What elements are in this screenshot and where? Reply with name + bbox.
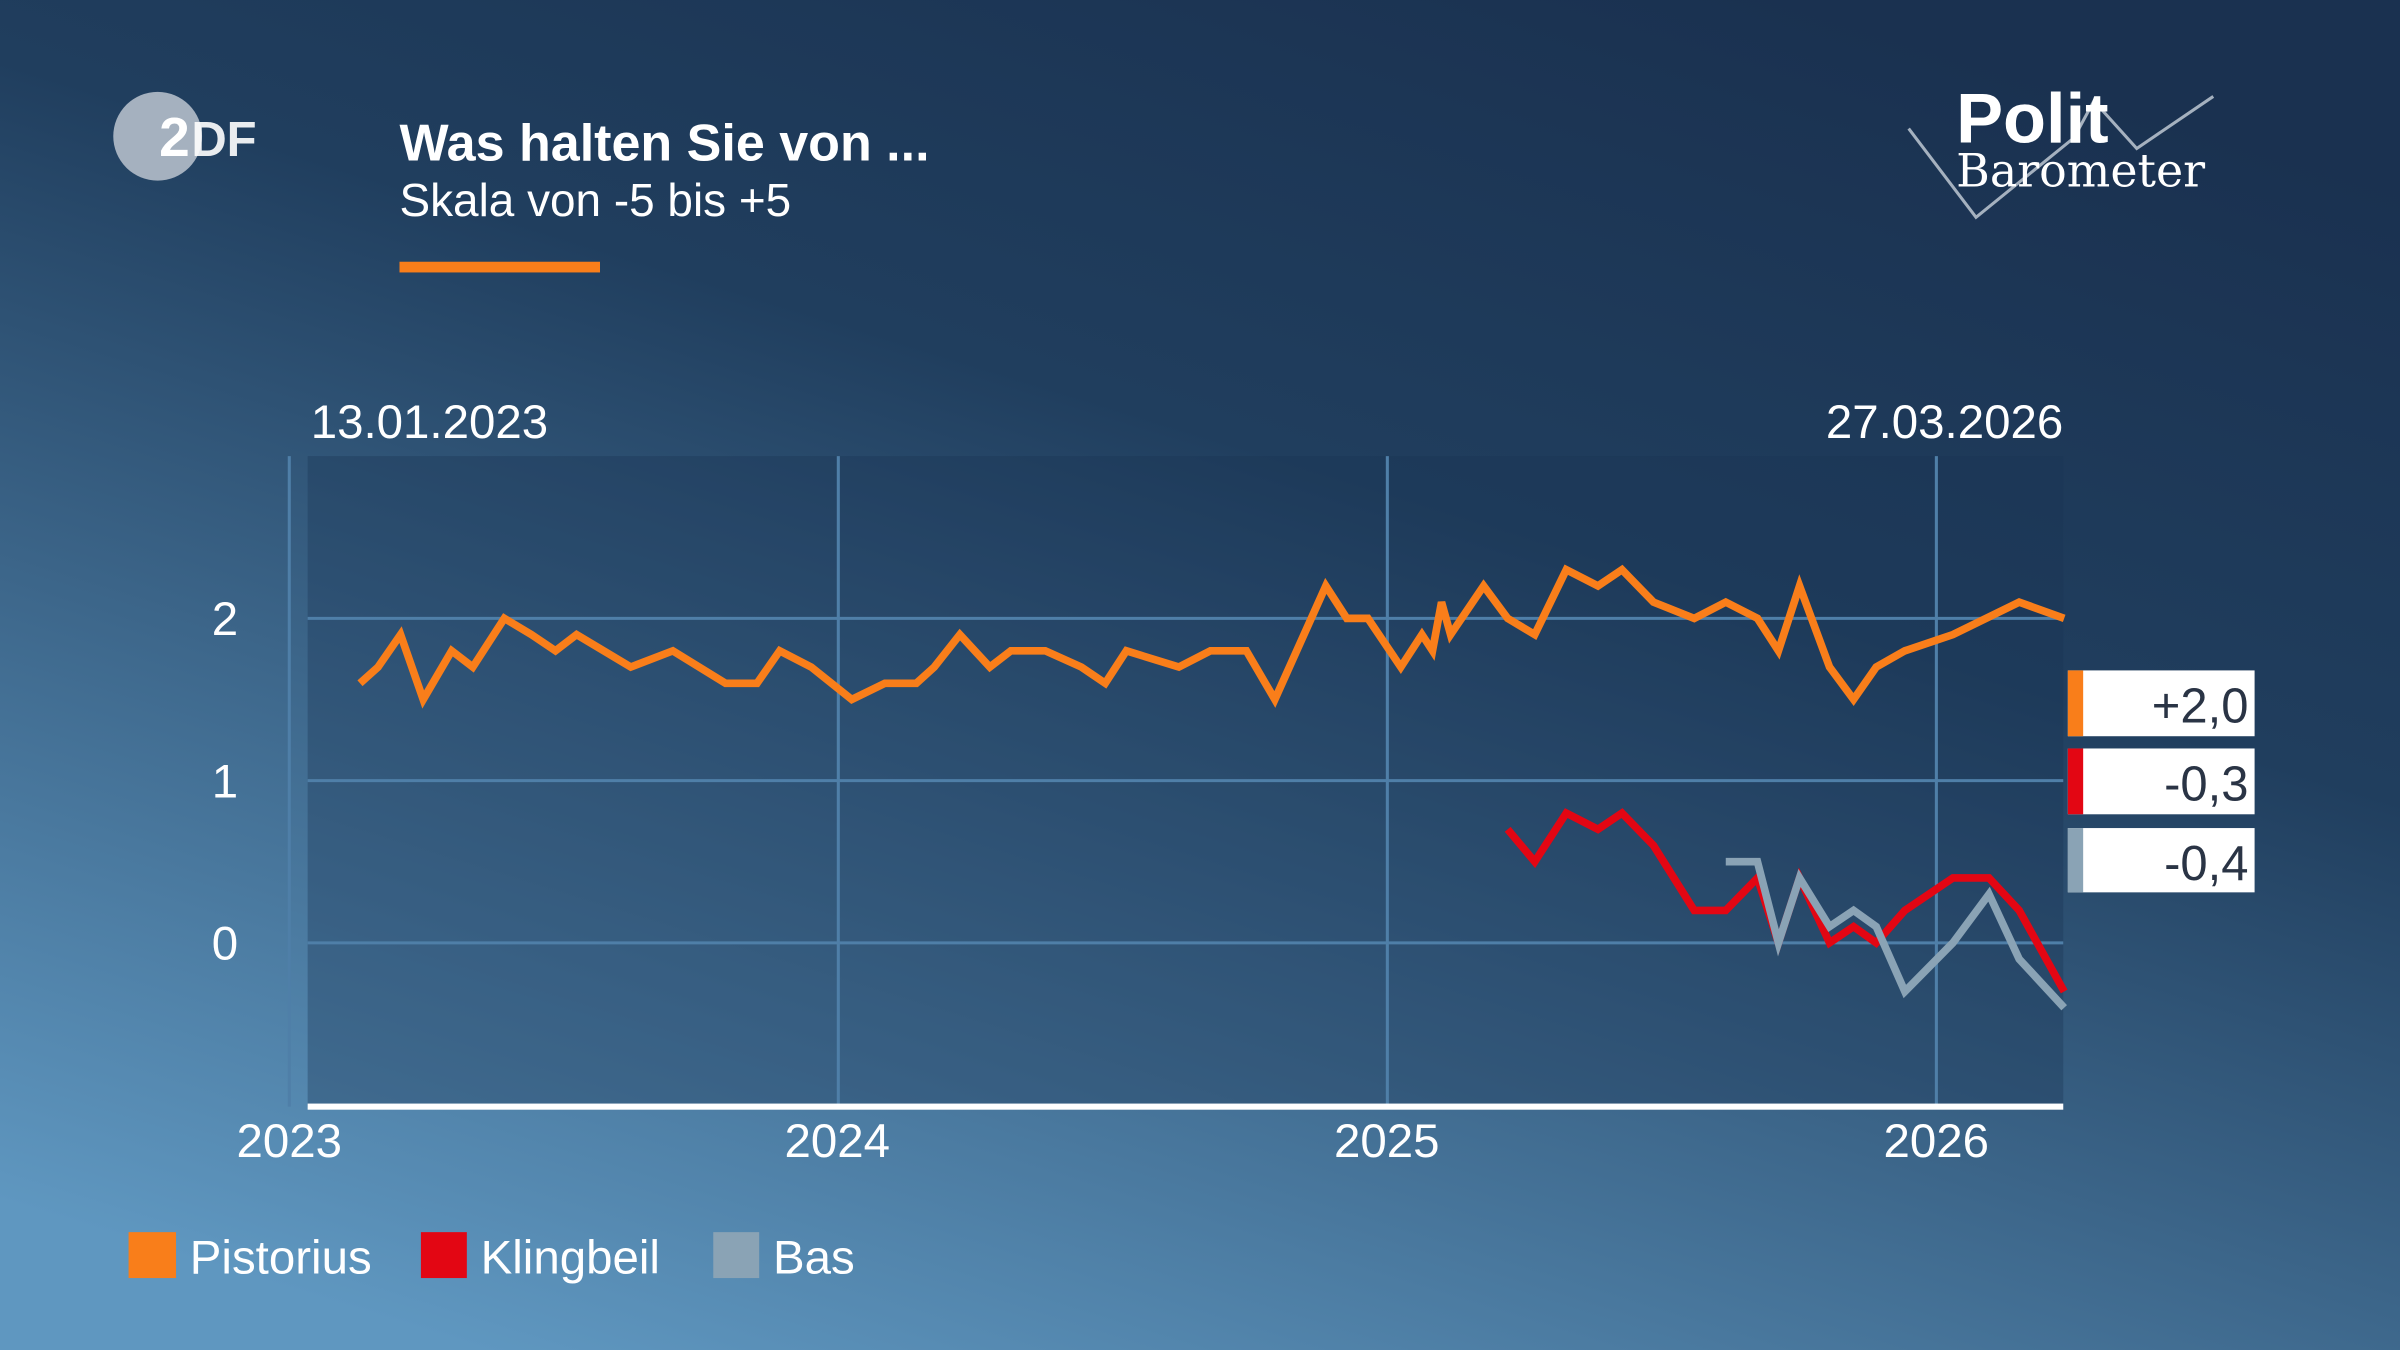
svg-text:DF: DF	[191, 113, 256, 167]
latest-value-pistorius: +2,0	[2067, 670, 2255, 737]
legend: Pistorius Klingbeil Bas	[128, 1231, 855, 1284]
series-color-stripe	[2067, 748, 2084, 815]
y-tick-labels: 2 1 0	[212, 593, 238, 970]
svg-text:2: 2	[159, 106, 190, 168]
legend-swatch-klingbeil	[420, 1232, 467, 1279]
latest-value-text: -0,4	[2164, 837, 2248, 891]
series-color-stripe	[2067, 670, 2084, 737]
grid	[287, 456, 2064, 1107]
latest-value-text: -0,3	[2164, 758, 2248, 812]
latest-value-bas: -0,4	[2067, 828, 2255, 893]
latest-value-klingbeil: -0,3	[2067, 748, 2255, 815]
x-tick-label: 2026	[1883, 1115, 1989, 1168]
x-tick-label: 2024	[784, 1115, 890, 1168]
legend-label: Bas	[773, 1231, 855, 1284]
y-tick-label: 2	[212, 593, 238, 646]
series-color-stripe	[2067, 828, 2084, 893]
legend-label: Klingbeil	[481, 1231, 660, 1284]
end-date-label: 27.03.2026	[1826, 396, 2063, 449]
latest-value-text: +2,0	[2152, 679, 2249, 733]
chart-subtitle: Skala von -5 bis +5	[399, 174, 791, 226]
x-axis-baseline	[307, 1103, 2064, 1110]
title-accent-bar	[399, 261, 600, 273]
latest-value-boxes: +2,0 -0,3 -0,4	[2067, 670, 2255, 893]
legend-label: Pistorius	[190, 1231, 372, 1284]
y-tick-label: 1	[212, 755, 238, 808]
series-line-bas	[1725, 857, 2067, 1011]
series-line-pistorius	[357, 564, 2066, 709]
zdf-logo: 2 DF	[113, 91, 257, 181]
legend-swatch-bas	[713, 1232, 760, 1279]
x-tick-label: 2023	[237, 1115, 343, 1168]
y-tick-label: 0	[212, 918, 238, 971]
start-date-label: 13.01.2023	[311, 396, 548, 449]
politbarometer-logo: Polit Barometer	[1907, 78, 2215, 220]
x-tick-labels: 2023 2024 2025 2026	[237, 1115, 1989, 1168]
legend-swatch-pistorius	[128, 1232, 177, 1279]
svg-text:Polit: Polit	[1956, 78, 2109, 157]
series-lines	[357, 564, 2068, 1011]
svg-text:Barometer: Barometer	[1956, 144, 2205, 198]
x-tick-label: 2025	[1334, 1115, 1440, 1168]
chart-title: Was halten Sie von ...	[399, 115, 929, 173]
